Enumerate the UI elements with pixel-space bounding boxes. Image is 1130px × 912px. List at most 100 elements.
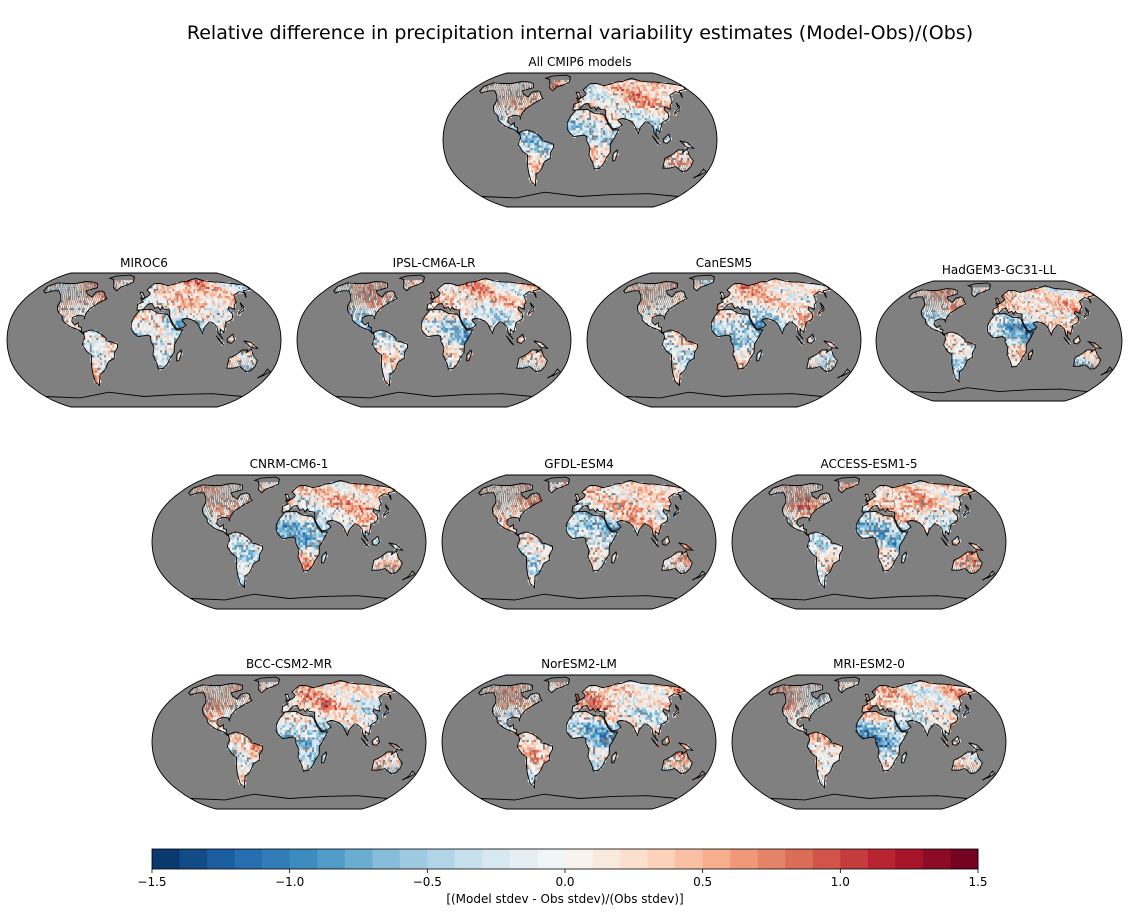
colorbar-swatch [289,849,318,869]
coastline [382,704,390,718]
coastline [806,348,838,373]
coastline [861,679,976,742]
map-panel [441,674,717,810]
coastline [360,737,370,748]
coastline [372,329,408,387]
map-background [732,675,1006,809]
coastline [284,493,291,502]
coastline [951,735,961,746]
coastline [565,710,619,772]
map-panel [296,272,572,408]
coastline [1063,337,1071,346]
figure-title: Relative difference in precipitation int… [186,22,974,44]
coastline [544,74,572,92]
coastline [661,535,671,546]
map-outline [441,674,717,810]
coastline [672,504,680,518]
coastline [546,368,561,379]
coastline [662,133,672,144]
colorbar-swatch [537,849,566,869]
coastline [45,391,243,399]
panel-title: ACCESS-ESM1-5 [820,457,918,471]
map-panel [151,474,427,610]
coastline [678,542,694,551]
coastline [43,281,108,335]
coastline [275,510,329,572]
coastline [321,551,328,564]
map-outline [6,272,282,408]
coastline [466,349,473,362]
coastline [661,550,693,575]
coastline [833,476,861,494]
coastline [321,751,328,764]
map-outline [586,272,862,408]
coastline [1083,307,1090,320]
coastline [517,731,553,789]
coastline [951,535,961,546]
coastline [692,168,707,179]
coastline [401,770,416,781]
coastline [940,737,950,748]
coastline [611,751,618,764]
colorbar-swatch [647,849,676,869]
coastline [1072,348,1102,370]
coastline [901,551,908,564]
panel-title: GFDL-ESM4 [544,457,614,471]
coastline [806,333,816,344]
panel-title: BCC-CSM2-MR [245,657,333,671]
coastline [136,277,251,340]
coastline [910,387,1088,394]
coastline [505,335,515,346]
map-outline [731,474,1007,610]
map-outline [296,272,572,408]
coastline [650,537,660,548]
coastline [371,735,381,746]
coastline [673,102,681,116]
colorbar-tick-label: 1.0 [831,875,850,889]
coastline [543,676,571,694]
coastline [962,504,970,518]
coastline [190,793,388,801]
coastline [650,737,660,748]
colorbar-swatch [950,849,979,869]
coastline [861,479,976,542]
coastline [770,593,968,601]
colorbar-swatch [592,849,621,869]
coastline [981,570,996,581]
coastline [833,676,861,694]
colorbar-swatch [867,849,896,869]
panel-title: NorESM2-LM [541,657,617,671]
map-panel [731,674,1007,810]
map-outline [442,72,718,208]
coastline [770,793,968,801]
coastline [533,340,549,349]
coastline [908,288,967,337]
coastline [371,750,403,775]
coastline [807,731,843,789]
colorbar-swatch [234,849,263,869]
coastline [333,281,398,335]
data-cells [481,482,705,587]
coastline [335,391,533,399]
coastline [527,302,535,316]
colorbar-swatch [675,849,704,869]
map-panel [442,72,718,208]
map-outline [151,474,427,610]
colorbar-swatch [509,849,538,869]
coastline [517,531,553,589]
coastline [943,331,976,383]
colorbar-swatch [922,849,951,869]
map-panel [731,474,1007,610]
colorbar-tick-label: −1.5 [137,875,166,889]
coastline [661,735,671,746]
coastline [188,683,253,737]
coastline [716,277,831,340]
coastline [226,333,236,344]
map-panel [586,272,862,408]
coastline [864,493,871,502]
coastline [237,302,245,316]
coastline [176,349,183,362]
coastline [518,129,554,187]
colorbar-swatch [152,849,181,869]
